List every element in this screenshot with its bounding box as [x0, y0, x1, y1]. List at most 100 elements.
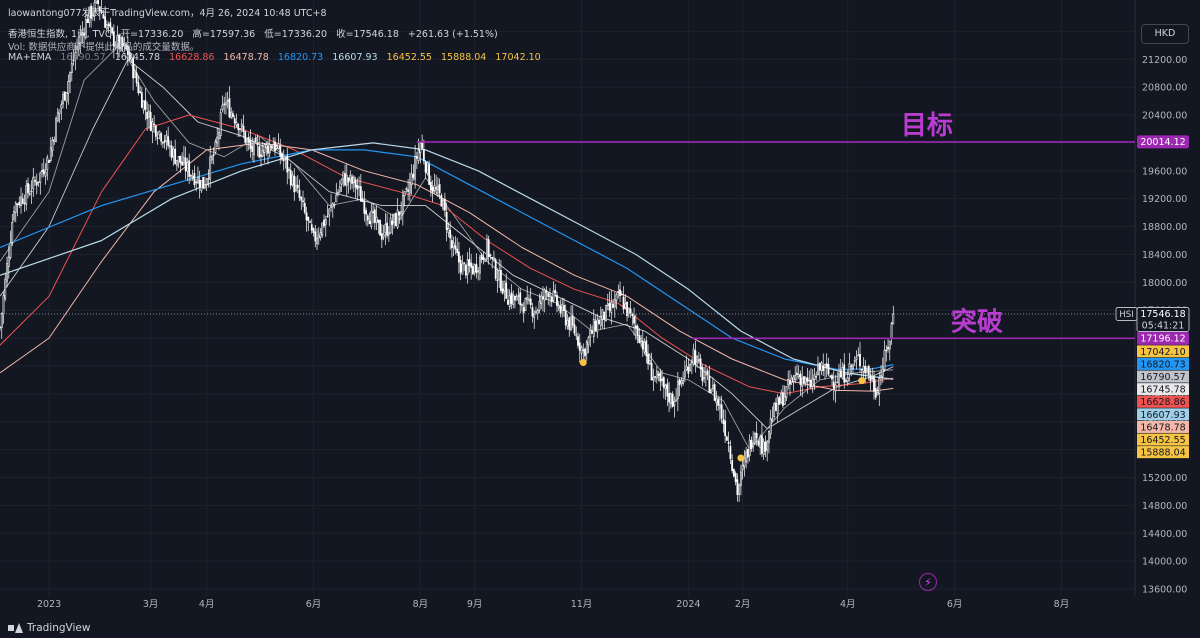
- candle-body: [431, 187, 434, 193]
- candle-body: [387, 232, 390, 236]
- candle-body: [161, 142, 164, 144]
- candle-body: [422, 149, 425, 162]
- candle-body: [20, 196, 22, 206]
- candle-body: [268, 143, 271, 154]
- candle-body: [102, 14, 105, 19]
- candle-body: [372, 211, 374, 213]
- candle-body: [88, 6, 91, 23]
- candle-body: [118, 34, 121, 49]
- candle-body: [239, 128, 241, 131]
- candle-body: [303, 202, 306, 213]
- candle-body: [324, 218, 327, 225]
- candle-body: [862, 366, 865, 373]
- candle-body: [56, 112, 59, 122]
- candle-body: [69, 72, 71, 83]
- candle-body: [216, 136, 219, 144]
- candle-body: [18, 202, 21, 206]
- candle-body: [84, 19, 87, 38]
- candle-body: [242, 125, 245, 132]
- candle-body: [776, 396, 779, 414]
- symbol-name[interactable]: 香港恒生指数, 1天, TVC: [8, 29, 112, 40]
- candle-body: [832, 381, 835, 389]
- candle-body: [295, 184, 297, 191]
- candle-body: [312, 228, 315, 233]
- candle-body: [692, 349, 695, 365]
- candle-body: [142, 100, 145, 111]
- candle-body: [275, 145, 278, 149]
- candle-body: [887, 346, 889, 350]
- candle-body: [421, 141, 424, 149]
- candle-body: [845, 380, 847, 382]
- candle-body: [641, 340, 644, 350]
- ohlc-close: 收=17546.18: [336, 29, 399, 40]
- candle-body: [710, 389, 713, 394]
- candle-body: [521, 304, 523, 307]
- candle-body: [507, 299, 509, 305]
- candle-body: [443, 198, 446, 211]
- indicator-label[interactable]: MA+EMA: [8, 52, 52, 63]
- candle-body: [508, 295, 511, 307]
- candle-body: [790, 377, 793, 384]
- candle-body: [445, 211, 448, 230]
- lightning-icon[interactable]: ⚡: [919, 573, 937, 591]
- candle-body: [415, 156, 418, 159]
- candle-body: [214, 141, 217, 153]
- indicator-value: 16628.86: [169, 52, 215, 63]
- candle-body: [755, 432, 758, 439]
- candle-body: [438, 184, 441, 194]
- candle-body: [550, 296, 553, 302]
- candle-body: [664, 384, 667, 390]
- candle-body: [298, 189, 301, 198]
- currency-button[interactable]: HKD: [1141, 24, 1189, 44]
- price-tick-label: 20400.00: [1142, 111, 1187, 122]
- candle-body: [126, 45, 129, 55]
- candle-body: [690, 361, 693, 364]
- candle-body: [93, 2, 96, 17]
- candle-body: [587, 337, 590, 345]
- candle-body: [834, 384, 837, 392]
- signal-dot: [579, 358, 587, 366]
- candle-body: [797, 374, 800, 377]
- candle-body: [302, 200, 304, 203]
- candle-body: [205, 178, 208, 186]
- candle-body: [14, 202, 17, 213]
- candle-body: [874, 388, 877, 398]
- candle-body: [79, 34, 82, 45]
- candle-body: [715, 398, 718, 404]
- candle-body: [317, 235, 320, 239]
- candle-body: [356, 185, 359, 190]
- candle-body: [808, 379, 811, 382]
- candle-body: [249, 140, 252, 149]
- candle-body: [121, 37, 124, 47]
- candle-body: [482, 256, 485, 260]
- candle-body: [408, 182, 411, 194]
- candle-body: [158, 131, 161, 136]
- price-tick-label: 20800.00: [1142, 83, 1187, 94]
- candle-body: [831, 375, 833, 380]
- candle-body: [799, 373, 802, 385]
- candle-body: [202, 176, 205, 189]
- candle-body: [132, 58, 135, 79]
- candle-body: [827, 363, 830, 375]
- indicator-legend[interactable]: MA+EMA 16790.57 16745.78 16628.86 16478.…: [8, 52, 541, 63]
- candle-body: [429, 181, 432, 191]
- candle-body: [617, 291, 620, 293]
- tradingview-logo[interactable]: TradingView: [8, 622, 90, 634]
- signal-markers: [579, 358, 866, 462]
- candle-body: [365, 210, 367, 215]
- candle-body: [407, 189, 410, 192]
- candle-body: [32, 176, 35, 190]
- candle-body: [261, 150, 264, 157]
- ma-price-badge: [1137, 383, 1189, 396]
- candle-body: [669, 393, 672, 404]
- ohlc-low: 低=17336.20: [264, 29, 328, 40]
- candle-body: [305, 212, 308, 221]
- candle-body: [584, 348, 586, 357]
- time-tick-label: 4月: [199, 599, 215, 610]
- candle-body: [140, 92, 143, 108]
- indicator-value: 16478.78: [223, 52, 269, 63]
- ma-price-text: 16790.57: [1140, 372, 1185, 383]
- time-tick-label: 9月: [467, 599, 483, 610]
- ma-price-badge: [1137, 370, 1189, 383]
